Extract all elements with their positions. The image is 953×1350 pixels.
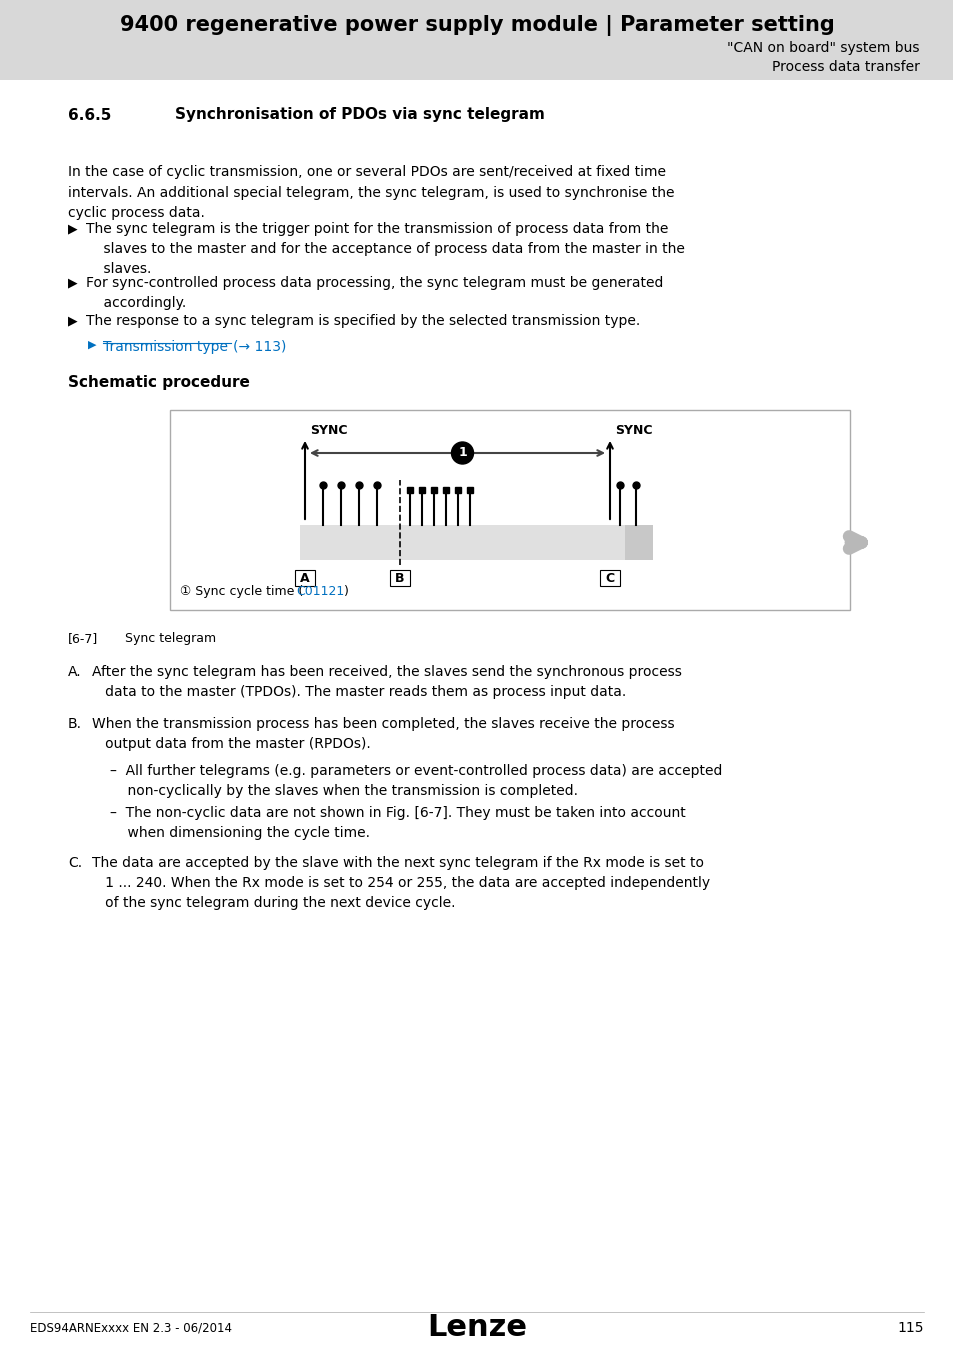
- Text: 6.6.5: 6.6.5: [68, 108, 112, 123]
- Text: 9400 regenerative power supply module | Parameter setting: 9400 regenerative power supply module | …: [119, 15, 834, 35]
- Text: In the case of cyclic transmission, one or several PDOs are sent/received at fix: In the case of cyclic transmission, one …: [68, 165, 674, 220]
- Text: ▶: ▶: [68, 221, 77, 235]
- Text: The data are accepted by the slave with the next sync telegram if the Rx mode is: The data are accepted by the slave with …: [91, 856, 709, 910]
- Text: –  The non-cyclic data are not shown in Fig. [6-7]. They must be taken into acco: – The non-cyclic data are not shown in F…: [110, 806, 685, 840]
- Text: "CAN on board" system bus: "CAN on board" system bus: [727, 40, 919, 55]
- Text: A.: A.: [68, 666, 82, 679]
- Text: SYNC: SYNC: [310, 424, 347, 437]
- Text: ▶: ▶: [68, 315, 77, 327]
- Text: EDS94ARNExxxx EN 2.3 - 06/2014: EDS94ARNExxxx EN 2.3 - 06/2014: [30, 1322, 232, 1335]
- Text: Lenze: Lenze: [427, 1314, 526, 1342]
- Bar: [299, 525, 624, 560]
- Text: A: A: [300, 571, 310, 585]
- Text: ① Sync cycle time (: ① Sync cycle time (: [180, 585, 303, 598]
- Text: [6-7]: [6-7]: [68, 632, 98, 645]
- Text: When the transmission process has been completed, the slaves receive the process: When the transmission process has been c…: [91, 717, 674, 751]
- Text: After the sync telegram has been received, the slaves send the synchronous proce: After the sync telegram has been receive…: [91, 666, 681, 699]
- Text: Schematic procedure: Schematic procedure: [68, 375, 250, 390]
- Text: Sync telegram: Sync telegram: [125, 632, 216, 645]
- Bar: [599, 570, 619, 586]
- Text: ): ): [344, 585, 349, 598]
- Text: 1: 1: [457, 447, 466, 459]
- Bar: [0, 0, 953, 80]
- Text: ▶: ▶: [88, 340, 96, 350]
- Bar: [624, 525, 652, 560]
- Text: (→ 113): (→ 113): [233, 340, 286, 354]
- Text: B: B: [395, 571, 404, 585]
- Bar: [390, 570, 410, 586]
- Text: C.: C.: [68, 856, 82, 869]
- Text: ▶: ▶: [68, 275, 77, 289]
- Text: 115: 115: [897, 1322, 923, 1335]
- Circle shape: [451, 441, 473, 464]
- Text: C: C: [605, 571, 614, 585]
- Text: Process data transfer: Process data transfer: [771, 59, 919, 74]
- Text: Transmission type: Transmission type: [103, 340, 228, 354]
- Text: –  All further telegrams (e.g. parameters or event-controlled process data) are : – All further telegrams (e.g. parameters…: [110, 764, 721, 798]
- Text: The response to a sync telegram is specified by the selected transmission type.: The response to a sync telegram is speci…: [86, 315, 639, 328]
- Text: B.: B.: [68, 717, 82, 730]
- Text: For sync-controlled process data processing, the sync telegram must be generated: For sync-controlled process data process…: [86, 275, 662, 310]
- Text: The sync telegram is the trigger point for the transmission of process data from: The sync telegram is the trigger point f…: [86, 221, 684, 277]
- Text: C01121: C01121: [295, 585, 344, 598]
- Bar: [294, 570, 314, 586]
- Text: SYNC: SYNC: [615, 424, 652, 437]
- Bar: [170, 410, 849, 610]
- Text: Synchronisation of PDOs via sync telegram: Synchronisation of PDOs via sync telegra…: [174, 108, 544, 123]
